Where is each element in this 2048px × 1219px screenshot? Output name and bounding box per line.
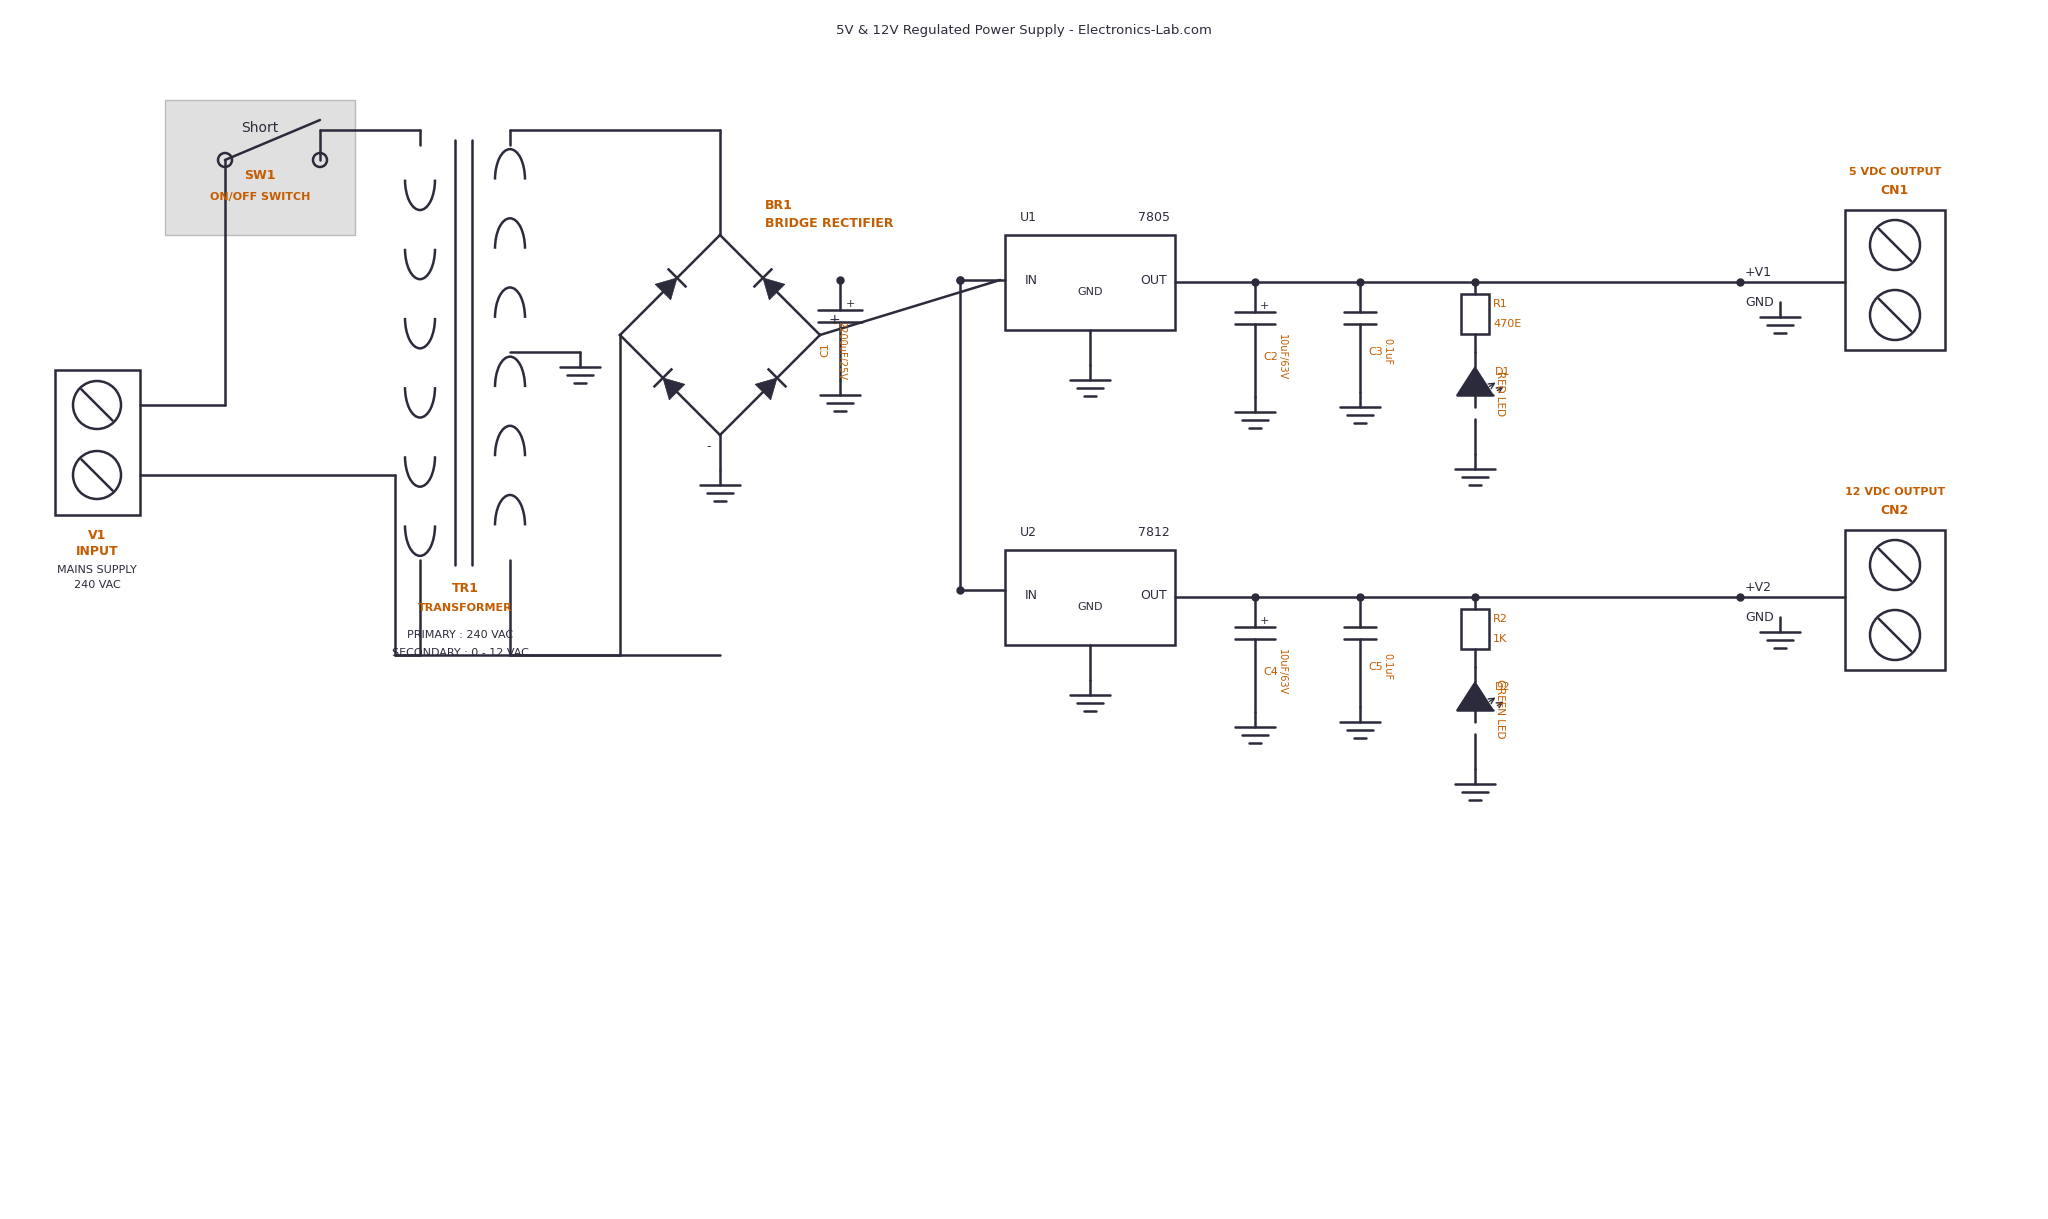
Bar bbox=[55, 371, 139, 514]
Text: CN2: CN2 bbox=[1880, 503, 1909, 517]
Text: 7805: 7805 bbox=[1139, 211, 1169, 223]
Polygon shape bbox=[655, 278, 678, 300]
Text: 2200uF/25V: 2200uF/25V bbox=[836, 321, 846, 379]
Text: R2: R2 bbox=[1493, 614, 1507, 624]
Bar bbox=[1006, 550, 1176, 645]
Bar bbox=[1460, 294, 1489, 334]
Text: GND: GND bbox=[1745, 295, 1774, 308]
Text: BRIDGE RECTIFIER: BRIDGE RECTIFIER bbox=[766, 217, 893, 229]
Text: U1: U1 bbox=[1020, 211, 1036, 223]
Text: D1: D1 bbox=[1495, 367, 1511, 377]
Text: C3: C3 bbox=[1368, 347, 1382, 357]
Text: V1: V1 bbox=[88, 529, 106, 541]
Text: GND: GND bbox=[1077, 286, 1102, 297]
Text: D2: D2 bbox=[1495, 681, 1511, 692]
Polygon shape bbox=[756, 378, 776, 400]
Text: 12 VDC OUTPUT: 12 VDC OUTPUT bbox=[1845, 488, 1946, 497]
Text: GREEN LED: GREEN LED bbox=[1495, 679, 1505, 739]
Text: BR1: BR1 bbox=[766, 199, 793, 212]
Text: OUT: OUT bbox=[1141, 589, 1167, 601]
Bar bbox=[1845, 210, 1946, 350]
Text: ON/OFF SWITCH: ON/OFF SWITCH bbox=[209, 193, 309, 202]
Text: 10uF/63V: 10uF/63V bbox=[1278, 334, 1286, 380]
Text: U2: U2 bbox=[1020, 525, 1036, 539]
Text: SECONDARY : 0 - 12 VAC: SECONDARY : 0 - 12 VAC bbox=[391, 649, 528, 658]
Text: +: + bbox=[1260, 616, 1270, 627]
Text: MAINS SUPPLY: MAINS SUPPLY bbox=[57, 564, 137, 575]
Text: IN: IN bbox=[1024, 273, 1038, 286]
Text: 0.1uF: 0.1uF bbox=[1382, 339, 1393, 366]
Text: OUT: OUT bbox=[1141, 273, 1167, 286]
Text: 1K: 1K bbox=[1493, 634, 1507, 644]
Text: GND: GND bbox=[1077, 602, 1102, 612]
Text: PRIMARY : 240 VAC: PRIMARY : 240 VAC bbox=[408, 630, 514, 640]
Text: Short: Short bbox=[242, 121, 279, 135]
Bar bbox=[1006, 235, 1176, 330]
Text: +: + bbox=[846, 299, 856, 308]
Text: RED LED: RED LED bbox=[1495, 372, 1505, 417]
Text: C4: C4 bbox=[1264, 667, 1278, 677]
Text: +V1: +V1 bbox=[1745, 266, 1772, 278]
Polygon shape bbox=[764, 278, 784, 300]
Polygon shape bbox=[664, 378, 684, 400]
Text: C1: C1 bbox=[819, 343, 829, 357]
Text: TR1: TR1 bbox=[451, 581, 479, 595]
Text: C5: C5 bbox=[1368, 662, 1382, 672]
Text: 240 VAC: 240 VAC bbox=[74, 580, 121, 590]
Text: SW1: SW1 bbox=[244, 168, 276, 182]
Text: +: + bbox=[1260, 301, 1270, 311]
Bar bbox=[1460, 610, 1489, 649]
Text: CN1: CN1 bbox=[1880, 184, 1909, 196]
Text: INPUT: INPUT bbox=[76, 545, 119, 557]
Text: R1: R1 bbox=[1493, 299, 1507, 308]
Text: +V2: +V2 bbox=[1745, 580, 1772, 594]
Text: TRANSFORMER: TRANSFORMER bbox=[418, 603, 512, 613]
Text: 5V & 12V Regulated Power Supply - Electronics-Lab.com: 5V & 12V Regulated Power Supply - Electr… bbox=[836, 23, 1212, 37]
Text: +: + bbox=[827, 313, 840, 327]
Text: C2: C2 bbox=[1264, 352, 1278, 362]
Bar bbox=[166, 100, 354, 235]
Text: 7812: 7812 bbox=[1139, 525, 1169, 539]
Text: GND: GND bbox=[1745, 611, 1774, 623]
Bar bbox=[1845, 530, 1946, 670]
Text: IN: IN bbox=[1024, 589, 1038, 601]
Text: 470E: 470E bbox=[1493, 319, 1522, 329]
Text: 0.1uF: 0.1uF bbox=[1382, 653, 1393, 680]
Text: 10uF/63V: 10uF/63V bbox=[1278, 649, 1286, 695]
Polygon shape bbox=[1456, 681, 1493, 709]
Text: -: - bbox=[707, 440, 711, 453]
Polygon shape bbox=[1456, 367, 1493, 395]
Text: 5 VDC OUTPUT: 5 VDC OUTPUT bbox=[1849, 167, 1942, 177]
